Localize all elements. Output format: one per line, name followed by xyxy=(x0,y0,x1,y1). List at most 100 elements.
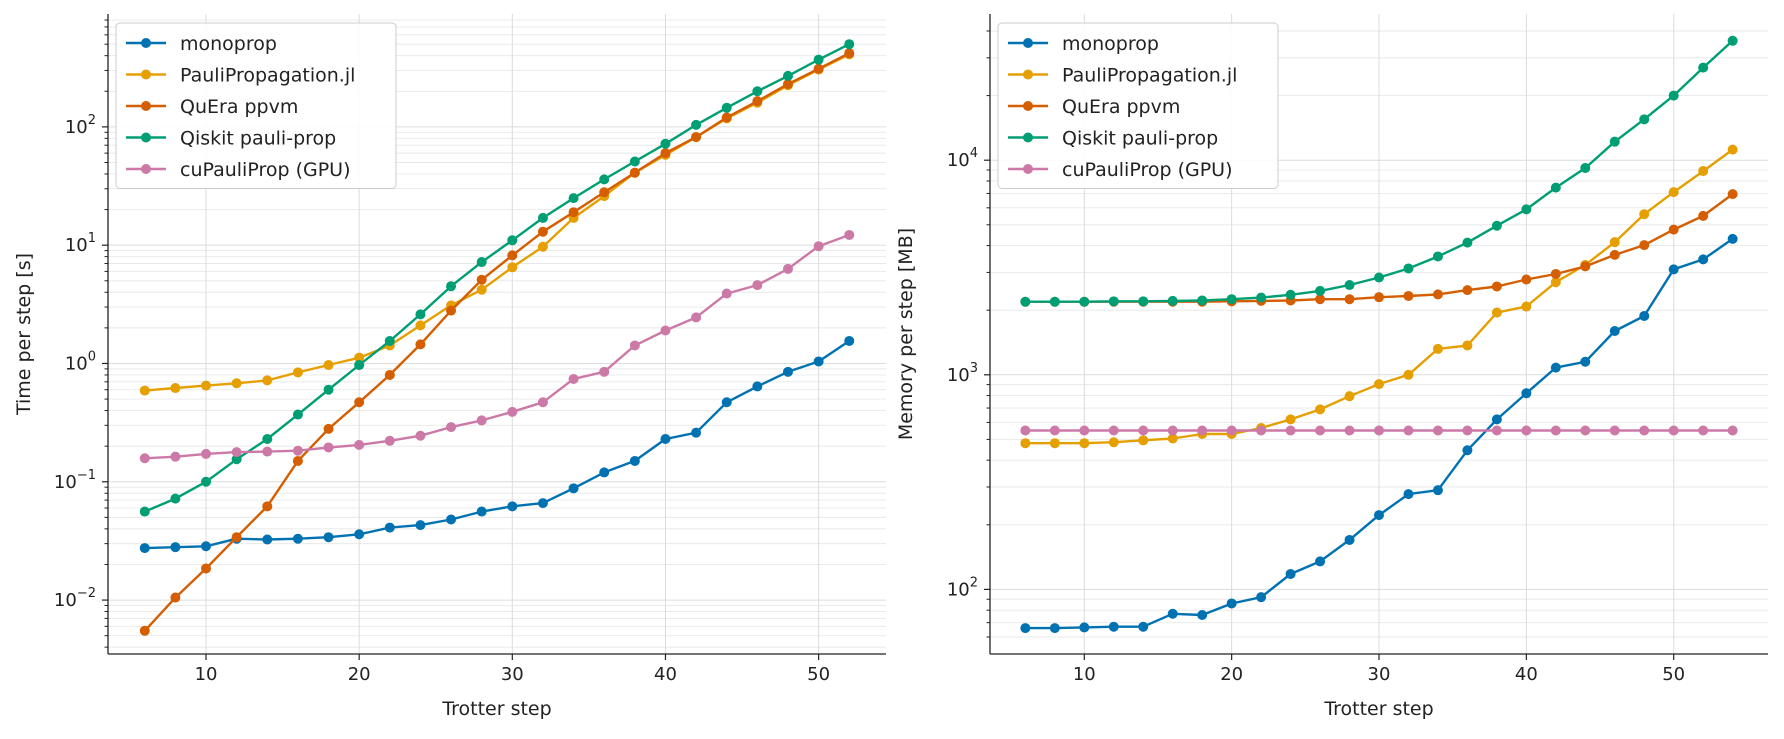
series-line xyxy=(144,233,850,460)
data-point xyxy=(1197,609,1208,620)
data-point xyxy=(1639,114,1650,125)
data-point xyxy=(1403,489,1414,500)
data-point xyxy=(446,422,457,433)
data-point xyxy=(599,174,610,185)
data-point xyxy=(1462,340,1473,351)
x-tick-label: 10 xyxy=(1073,664,1096,685)
chart-panel-2: 102 103 104 10 20 30 40 50 Trotter step Memory pe… xyxy=(895,14,1768,720)
data-point xyxy=(1315,285,1326,296)
data-point xyxy=(1521,388,1532,399)
data-point xyxy=(1521,425,1532,436)
data-point xyxy=(1226,425,1237,436)
x-axis-label: Trotter step xyxy=(1323,698,1433,720)
legend-label: Qiskit pauli-prop xyxy=(180,128,336,150)
legend-label: Qiskit pauli-prop xyxy=(1062,128,1218,150)
x-tick-label: 20 xyxy=(348,664,371,685)
data-point xyxy=(1462,445,1473,456)
data-point xyxy=(844,335,855,346)
data-point xyxy=(1108,437,1119,448)
legend-marker xyxy=(1023,164,1033,174)
data-point xyxy=(1374,292,1384,303)
data-point xyxy=(1315,556,1326,567)
data-point xyxy=(476,274,487,285)
data-point xyxy=(1167,295,1178,306)
data-point xyxy=(599,467,610,478)
y-axis-label: Time per step [s] xyxy=(13,253,35,416)
data-point xyxy=(323,532,334,543)
data-point xyxy=(231,454,242,465)
data-point xyxy=(1462,237,1473,248)
data-point xyxy=(1698,254,1709,265)
legend-label: PauliPropagation.jl xyxy=(180,65,355,87)
data-point xyxy=(262,501,273,512)
data-point xyxy=(170,493,181,504)
data-point xyxy=(1727,425,1738,436)
legend-marker xyxy=(1023,38,1033,48)
data-point xyxy=(1138,435,1149,446)
data-point xyxy=(1079,425,1090,436)
data-point xyxy=(415,520,426,531)
data-point xyxy=(1550,268,1561,279)
data-point xyxy=(629,167,640,178)
x-tick-label: 30 xyxy=(501,664,524,685)
data-point xyxy=(1580,261,1591,272)
data-point xyxy=(1580,356,1591,367)
data-point xyxy=(568,207,579,218)
data-point xyxy=(1432,343,1443,354)
data-point xyxy=(1698,166,1709,177)
data-point xyxy=(1020,425,1031,436)
data-point xyxy=(1432,425,1443,436)
legend: monoprop PauliPropagation.jl QuEra ppvm Qis… xyxy=(997,22,1279,189)
data-point xyxy=(1550,362,1561,373)
data-point xyxy=(1285,414,1296,425)
data-point xyxy=(1668,264,1679,275)
data-point xyxy=(1256,425,1267,436)
data-point xyxy=(323,442,334,453)
data-point xyxy=(1167,608,1178,619)
data-point xyxy=(752,381,763,392)
data-point xyxy=(721,102,732,113)
data-point xyxy=(323,360,334,371)
data-point xyxy=(660,433,671,444)
data-point xyxy=(201,380,212,391)
data-point xyxy=(1609,136,1620,147)
y-tick-label: 10−1 xyxy=(54,468,96,493)
x-tick-label: 10 xyxy=(195,664,218,685)
data-point xyxy=(354,529,365,540)
data-point xyxy=(1432,251,1443,262)
x-tick-label: 30 xyxy=(1368,664,1391,685)
data-point xyxy=(1580,162,1591,173)
data-point xyxy=(1432,485,1443,496)
data-point xyxy=(1285,289,1296,300)
x-tick-label: 50 xyxy=(807,664,830,685)
data-point xyxy=(323,423,334,434)
data-point xyxy=(1491,414,1502,425)
x-axis-label: Trotter step xyxy=(441,698,551,720)
data-point xyxy=(415,320,426,331)
data-point xyxy=(813,241,824,252)
data-point xyxy=(844,39,855,50)
data-point xyxy=(1432,289,1443,300)
data-point xyxy=(537,397,548,408)
data-point xyxy=(752,280,763,291)
data-point xyxy=(1727,189,1738,200)
data-point xyxy=(354,439,365,450)
data-point xyxy=(1108,621,1119,632)
data-point xyxy=(354,352,365,363)
data-point xyxy=(1639,209,1650,220)
legend: monoprop PauliPropagation.jl QuEra ppvm Qis… xyxy=(115,22,397,189)
data-point xyxy=(1138,296,1149,307)
data-point xyxy=(813,54,824,65)
data-point xyxy=(1344,280,1355,291)
legend-marker xyxy=(1023,101,1033,111)
series-line xyxy=(144,340,850,550)
series-3 xyxy=(139,48,855,636)
data-point xyxy=(1197,425,1208,436)
data-point xyxy=(1138,621,1149,632)
data-point xyxy=(476,284,487,295)
data-point xyxy=(507,406,518,417)
y-axis-label: Memory per step [MB] xyxy=(895,228,917,440)
data-point xyxy=(476,506,487,517)
data-point xyxy=(1403,263,1414,274)
